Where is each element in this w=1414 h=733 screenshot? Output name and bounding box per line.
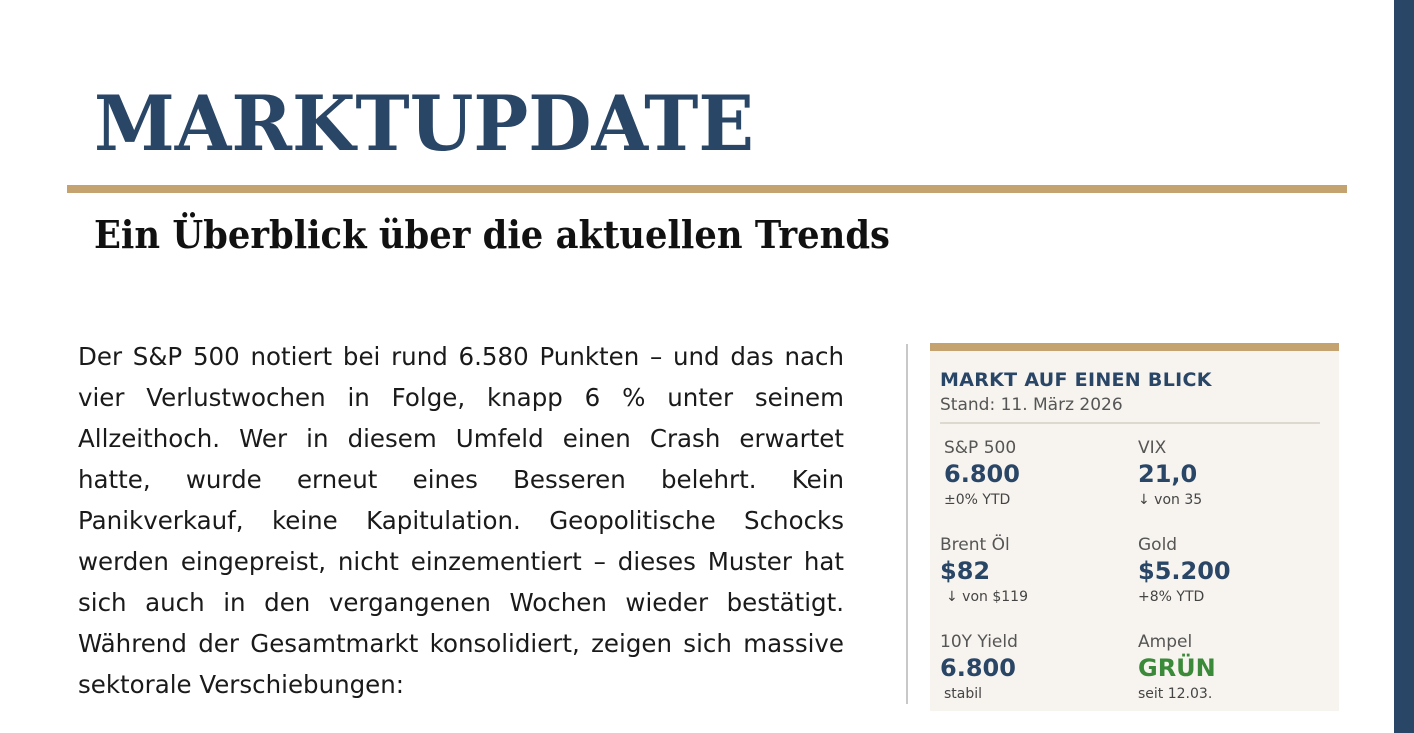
market-overview-card: MARKT AUF EINEN BLICK Stand: 11. März 20…: [930, 343, 1339, 711]
metric-note: stabil: [944, 686, 983, 702]
metric-note: +8% YTD: [1138, 589, 1205, 605]
metric-label: S&P 500: [944, 438, 1017, 458]
card-divider: [940, 422, 1320, 424]
metric-value: 6.800: [944, 460, 1020, 488]
metric-ampel: Ampel GRÜN seit 12.03.: [1138, 631, 1318, 705]
metric-sp500: S&P 500 6.800 ±0% YTD: [944, 437, 1124, 511]
metric-note: seit 12.03.: [1138, 686, 1213, 702]
metric-gold: Gold $5.200 +8% YTD: [1138, 534, 1318, 608]
metric-value: 6.800: [940, 654, 1016, 682]
metric-label: Gold: [1138, 535, 1178, 555]
page-title: MARKTUPDATE: [94, 79, 754, 168]
metric-brent: Brent Öl $82 ↓ von $119: [940, 534, 1120, 608]
card-heading: MARKT AUF EINEN BLICK: [940, 369, 1212, 391]
page-subtitle: Ein Überblick über die aktuellen Trends: [94, 212, 890, 257]
metric-value: $5.200: [1138, 557, 1231, 585]
title-divider: [67, 185, 1347, 193]
metric-note: ±0% YTD: [944, 492, 1011, 508]
metric-value: 21,0: [1138, 460, 1198, 488]
metric-vix: VIX 21,0 ↓ von 35: [1138, 437, 1318, 511]
column-divider: [906, 344, 908, 704]
metric-10y-yield: 10Y Yield 6.800 stabil: [940, 631, 1120, 705]
metric-value: $82: [940, 557, 991, 585]
metric-note: ↓ von 35: [1138, 492, 1203, 508]
body-paragraph: Der S&P 500 notiert bei rund 6.580 Punkt…: [78, 342, 844, 699]
metric-note: ↓ von $119: [946, 589, 1028, 605]
metric-label: 10Y Yield: [940, 632, 1018, 652]
metric-label: Ampel: [1138, 632, 1193, 652]
metric-label: VIX: [1138, 438, 1167, 458]
right-edge-bar: [1394, 0, 1414, 733]
card-date: Stand: 11. März 2026: [940, 395, 1123, 415]
metric-label: Brent Öl: [940, 535, 1010, 555]
status-badge: GRÜN: [1138, 654, 1216, 682]
